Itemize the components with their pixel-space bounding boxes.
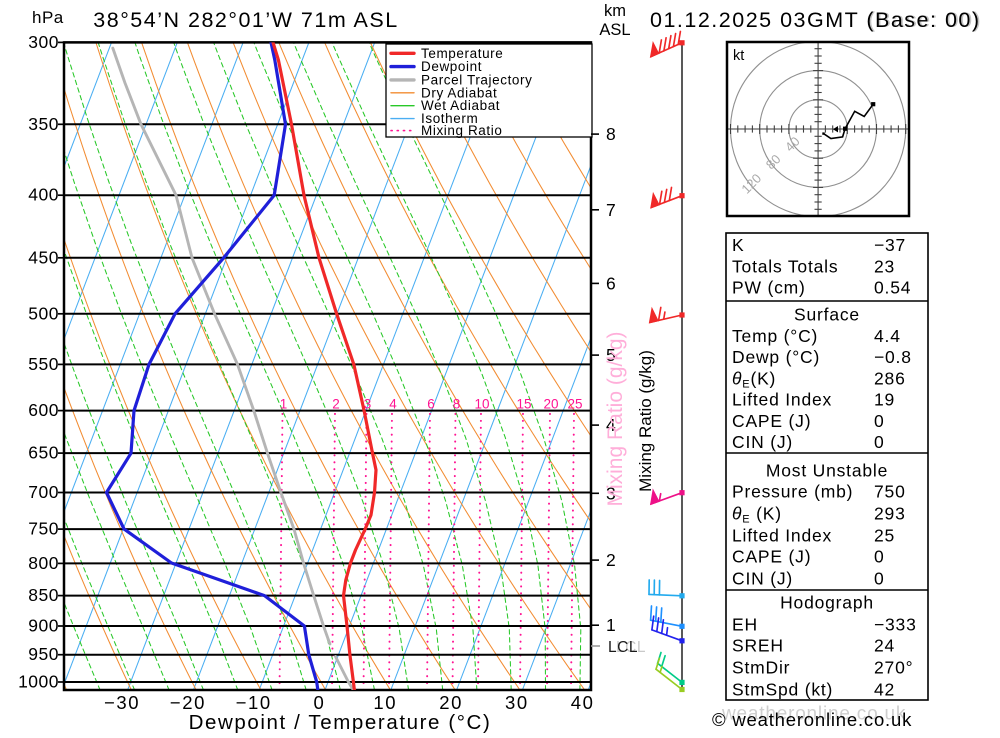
svg-text:1000: 1000 [18,672,59,692]
svg-text:SREH: SREH [732,636,784,656]
svg-text:01.12.2025 03GMT (Base: 00): 01.12.2025 03GMT (Base: 00) [650,8,981,32]
svg-text:−37: −37 [874,235,906,255]
svg-text:Mixing Ratio (g/kg): Mixing Ratio (g/kg) [604,331,627,506]
svg-text:6: 6 [427,397,435,412]
svg-text:PW (cm): PW (cm) [732,278,806,298]
svg-text:30: 30 [505,692,529,713]
svg-text:850: 850 [28,585,59,605]
svg-text:© weatheronline.co.uk: © weatheronline.co.uk [712,709,912,730]
svg-text:25: 25 [874,526,895,546]
svg-text:−333: −333 [874,615,917,635]
svg-text:CAPE (J): CAPE (J) [732,411,811,431]
svg-text:−30: −30 [104,692,140,713]
svg-text:10: 10 [373,692,397,713]
svg-text:Surface: Surface [794,305,860,325]
svg-text:km: km [604,2,626,20]
svg-text:1: 1 [606,615,616,635]
svg-text:Pressure (mb): Pressure (mb) [732,482,853,502]
svg-text:θE (K): θE (K) [732,504,782,526]
svg-text:Dewp (°C): Dewp (°C) [732,347,820,367]
svg-text:StmDir: StmDir [732,658,790,678]
svg-text:2: 2 [332,397,340,412]
svg-text:750: 750 [874,482,906,502]
svg-text:2: 2 [606,550,616,570]
svg-text:40: 40 [571,692,595,713]
svg-text:Most Unstable: Most Unstable [766,461,888,481]
svg-text:kt: kt [733,48,744,64]
svg-text:400: 400 [28,185,59,205]
svg-text:15: 15 [516,397,531,412]
svg-text:900: 900 [28,616,59,636]
svg-text:300: 300 [28,32,59,52]
svg-text:10: 10 [474,397,489,412]
svg-text:0.54: 0.54 [874,278,911,298]
svg-text:Mixing Ratio: Mixing Ratio [421,123,502,138]
svg-text:Temp (°C): Temp (°C) [732,326,818,346]
svg-text:0: 0 [874,432,885,452]
svg-text:19: 19 [874,390,895,410]
svg-text:StmSpd (kt): StmSpd (kt) [732,680,833,700]
svg-text:38°54’N 282°01’W 71m ASL: 38°54’N 282°01’W 71m ASL [93,8,398,32]
svg-text:EH: EH [732,615,758,635]
svg-text:293: 293 [874,504,906,524]
svg-text:Mixing Ratio (g/kg): Mixing Ratio (g/kg) [636,350,655,492]
svg-text:Lifted Index: Lifted Index [732,390,832,410]
svg-text:CIN (J): CIN (J) [732,432,793,452]
svg-text:20: 20 [439,692,463,713]
svg-text:950: 950 [28,644,59,664]
svg-text:Lifted Index: Lifted Index [732,526,832,546]
svg-text:−0.8: −0.8 [874,347,912,367]
svg-text:Hodograph: Hodograph [780,593,874,613]
svg-text:hPa: hPa [32,8,64,27]
svg-text:8: 8 [453,397,461,412]
svg-text:270°: 270° [874,658,913,678]
svg-text:700: 700 [28,482,59,502]
svg-text:4: 4 [389,397,397,412]
svg-text:K: K [732,235,744,255]
svg-text:LCL: LCL [608,639,638,656]
svg-text:θE(K): θE(K) [732,369,776,391]
svg-text:450: 450 [28,247,59,267]
svg-text:25: 25 [567,397,582,412]
svg-text:0: 0 [314,692,326,713]
svg-text:550: 550 [28,354,59,374]
svg-text:−20: −20 [170,692,206,713]
svg-text:8: 8 [606,124,616,144]
svg-text:42: 42 [874,680,895,700]
svg-text:Dewpoint / Temperature (°C): Dewpoint / Temperature (°C) [189,711,492,733]
svg-text:0: 0 [874,547,885,567]
svg-text:800: 800 [28,553,59,573]
svg-text:ASL: ASL [599,21,630,39]
svg-text:CIN (J): CIN (J) [732,569,793,589]
svg-text:1: 1 [280,397,288,412]
svg-text:−10: −10 [236,692,272,713]
svg-text:0: 0 [874,411,885,431]
svg-text:0: 0 [874,569,885,589]
svg-text:20: 20 [543,397,558,412]
svg-text:6: 6 [606,273,616,293]
svg-text:286: 286 [874,369,906,389]
svg-text:Totals Totals: Totals Totals [732,257,838,277]
svg-text:23: 23 [874,257,895,277]
svg-text:7: 7 [606,200,616,220]
svg-text:4.4: 4.4 [874,326,901,346]
svg-text:24: 24 [874,636,895,656]
svg-text:750: 750 [28,519,59,539]
svg-text:650: 650 [28,443,59,463]
svg-text:500: 500 [28,303,59,323]
svg-text:600: 600 [28,400,59,420]
svg-text:350: 350 [28,114,59,134]
svg-text:CAPE (J): CAPE (J) [732,547,811,567]
